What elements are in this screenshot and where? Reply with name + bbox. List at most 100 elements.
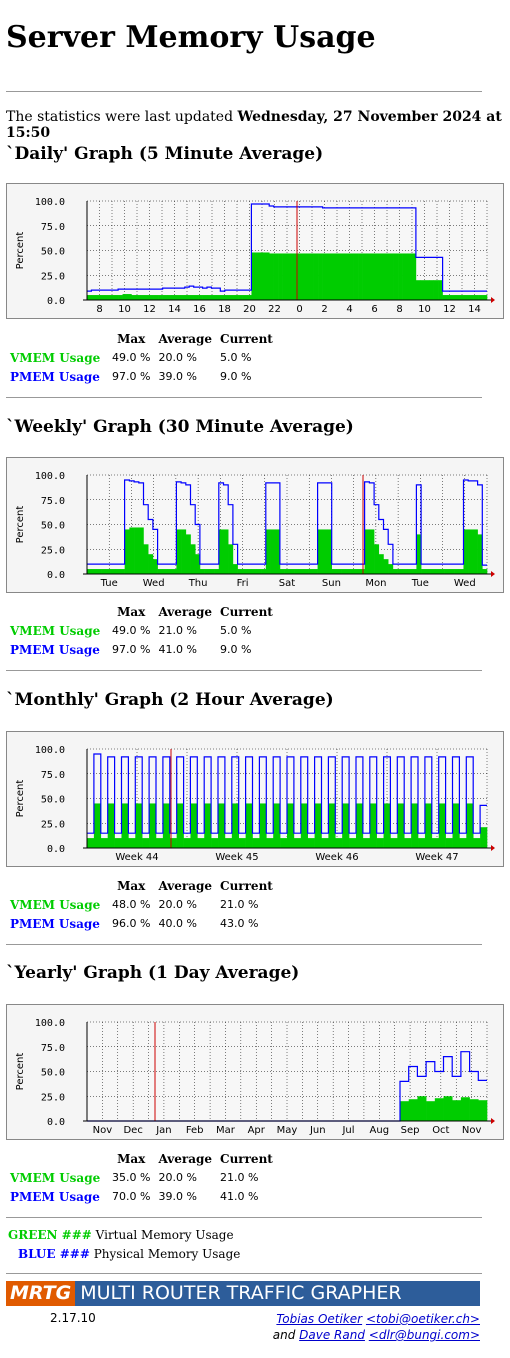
author1-email-link[interactable]: <tobi@oetiker.ch>	[365, 1312, 480, 1326]
vmem-bar	[162, 803, 171, 848]
vmem-bar	[291, 253, 297, 300]
vmem-bar	[404, 838, 412, 848]
monthly-stats-table: Max Average Current VMEM Usage 48.0 % 20.0 %…	[6, 876, 277, 933]
vmem-bar	[87, 838, 95, 848]
x-tick-label: Jul	[341, 1125, 354, 1136]
x-tick-label: Apr	[248, 1125, 266, 1136]
vmem-bar	[204, 803, 212, 848]
vmem-bar	[317, 529, 323, 574]
x-tick-label: 20	[243, 304, 256, 315]
vmem-bar	[411, 253, 417, 300]
vmem-bar	[135, 295, 141, 300]
monthly-graph: 100.0 75.0 50.0 25.0 0.0 Week 44 Week 45 Week 4…	[6, 731, 504, 867]
vmem-bar	[362, 838, 371, 848]
vmem-bar	[255, 252, 261, 300]
vmem-bar	[124, 529, 130, 574]
vmem-bar	[322, 529, 328, 574]
vmem-bar	[416, 534, 422, 574]
y-tick-label: 25.0	[41, 271, 65, 282]
vmem-bar	[153, 295, 159, 300]
vmem-bar	[380, 253, 386, 300]
vmem-bar	[442, 295, 448, 300]
vmem-bar	[295, 253, 301, 300]
vmem-bar	[193, 295, 199, 300]
vmem-bar	[207, 295, 212, 300]
author2-email-link[interactable]: <dlr@bungi.com>	[368, 1328, 480, 1342]
author1-link[interactable]: Tobias Oetiker	[276, 1312, 363, 1326]
vmem-bar	[155, 838, 164, 848]
vmem-bar	[293, 838, 302, 848]
vmem-bar	[284, 569, 290, 574]
vmem-bar	[378, 554, 384, 574]
vmem-bar	[400, 1101, 410, 1121]
pmem-row: PMEM Usage 70.0 % 39.0 % 41.0 %	[10, 1189, 259, 1204]
x-tick-label: 10	[418, 304, 431, 315]
y-tick-label: 25.0	[41, 819, 65, 830]
vmem-bar	[429, 280, 434, 300]
vmem-bar	[447, 295, 452, 300]
pmem-line	[87, 203, 487, 292]
vmem-bar	[308, 569, 314, 574]
y-tick-label: 0.0	[47, 1117, 65, 1128]
vmem-bar	[91, 569, 97, 574]
vmem-bar	[176, 529, 182, 574]
vmem-bar	[321, 838, 329, 848]
vmem-bar	[314, 803, 322, 848]
vmem-bar	[449, 569, 455, 574]
vmem-bar	[452, 1100, 462, 1121]
x-tick-label: Tue	[100, 578, 118, 589]
pmem-line	[87, 479, 487, 566]
vmem-bar	[367, 253, 372, 300]
x-tick-label: Wed	[454, 578, 476, 589]
vmem-bar	[421, 569, 427, 574]
vmem-bar	[195, 554, 201, 574]
y-tick-label: 50.0	[41, 1068, 65, 1079]
x-tick-label: Week 47	[415, 852, 458, 863]
vmem-bar	[224, 295, 230, 300]
vmem-bar	[411, 569, 417, 574]
vmem-bar	[407, 569, 413, 574]
x-axis-arrow	[491, 297, 495, 303]
vmem-bar	[445, 838, 453, 848]
vmem-bar	[101, 569, 107, 574]
vmem-bar	[279, 569, 285, 574]
vmem-bar	[411, 803, 419, 848]
vmem-bar	[397, 569, 403, 574]
vmem-bar	[231, 803, 240, 848]
y-tick-label: 50.0	[41, 795, 65, 806]
vmem-row: VMEM Usage 35.0 % 20.0 % 21.0 %	[10, 1170, 259, 1185]
vmem-bar	[434, 1098, 444, 1121]
vmem-bar	[350, 569, 356, 574]
vmem-bar	[223, 529, 229, 574]
vmem-bar	[109, 295, 114, 300]
x-tick-label: Tue	[411, 578, 429, 589]
vmem-bar	[376, 838, 384, 848]
x-tick-label: 22	[268, 304, 281, 315]
vmem-bar	[113, 295, 119, 300]
vmem-bar	[211, 838, 219, 848]
vmem-bar	[417, 1096, 427, 1121]
vmem-bar	[190, 803, 198, 848]
author2-link[interactable]: Dave Rand	[299, 1328, 365, 1342]
vmem-bar	[114, 838, 122, 848]
vmem-bar	[220, 295, 226, 300]
x-axis-arrow	[491, 845, 495, 851]
y-axis-label: Percent	[15, 1053, 26, 1091]
mrtg-banner[interactable]: MRTG MULTI ROUTER TRAFFIC GRAPHER	[6, 1281, 480, 1306]
vmem-bar	[266, 838, 274, 848]
vmem-bar	[202, 295, 208, 300]
vmem-bar	[444, 569, 450, 574]
vmem-bar	[215, 295, 221, 300]
vmem-bar	[358, 253, 363, 300]
vmem-bar	[345, 569, 351, 574]
x-tick-label: 10	[118, 304, 131, 315]
vmem-bar	[328, 803, 336, 848]
x-tick-label: Oct	[432, 1125, 449, 1136]
daily-stats-table: Max Average Current VMEM Usage 49.0 % 20.0 %…	[6, 329, 277, 386]
vmem-bar	[162, 569, 168, 574]
mrtg-logo: MRTG	[6, 1281, 76, 1306]
vmem-bar	[408, 1099, 418, 1121]
divider	[6, 1217, 482, 1218]
x-tick-label: Mar	[216, 1125, 236, 1136]
vmem-bar	[198, 295, 203, 300]
